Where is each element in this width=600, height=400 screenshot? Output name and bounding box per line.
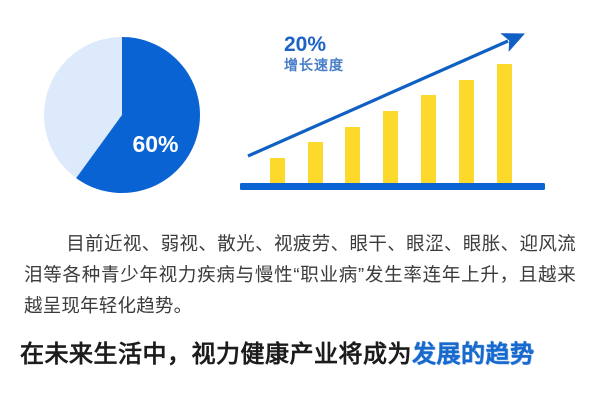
growth-callout: 20% 增长速度 [284,33,414,74]
bar-chart-svg [240,33,545,190]
body-paragraph: 目前近视、弱视、散光、视疲劳、眼干、眼涩、眼胀、迎风流泪等各种青少年视力疾病与慢… [24,228,576,321]
bar-chart: 20% 增长速度 [232,24,562,204]
growth-subtitle: 增长速度 [284,57,344,74]
headline-accent-text: 发展的趋势 [412,341,535,368]
bar-5 [421,95,436,183]
trend-arrow [247,33,525,158]
bar-1 [270,158,285,183]
pie-percent-label: 60% [132,131,179,157]
visual-band: 60% [44,24,562,204]
bar-2 [308,142,323,183]
bar-6 [459,80,474,183]
bar-3 [345,127,360,183]
bottom-headline: 在未来生活中，视力健康产业将成为发展的趋势 [20,337,590,373]
paragraph-text: 目前近视、弱视、散光、视疲劳、眼干、眼涩、眼胀、迎风流泪等各种青少年视力疾病与慢… [24,233,576,316]
chart-baseline [240,183,545,190]
growth-percent: 20% [284,33,327,56]
headline-plain-text: 在未来生活中，视力健康产业将成为 [20,341,412,368]
bar-4 [383,111,398,183]
pie-chart-svg [44,37,200,193]
pie-chart: 60% [44,37,200,193]
bar-7 [497,64,512,183]
pie-slice-primary [76,37,200,193]
